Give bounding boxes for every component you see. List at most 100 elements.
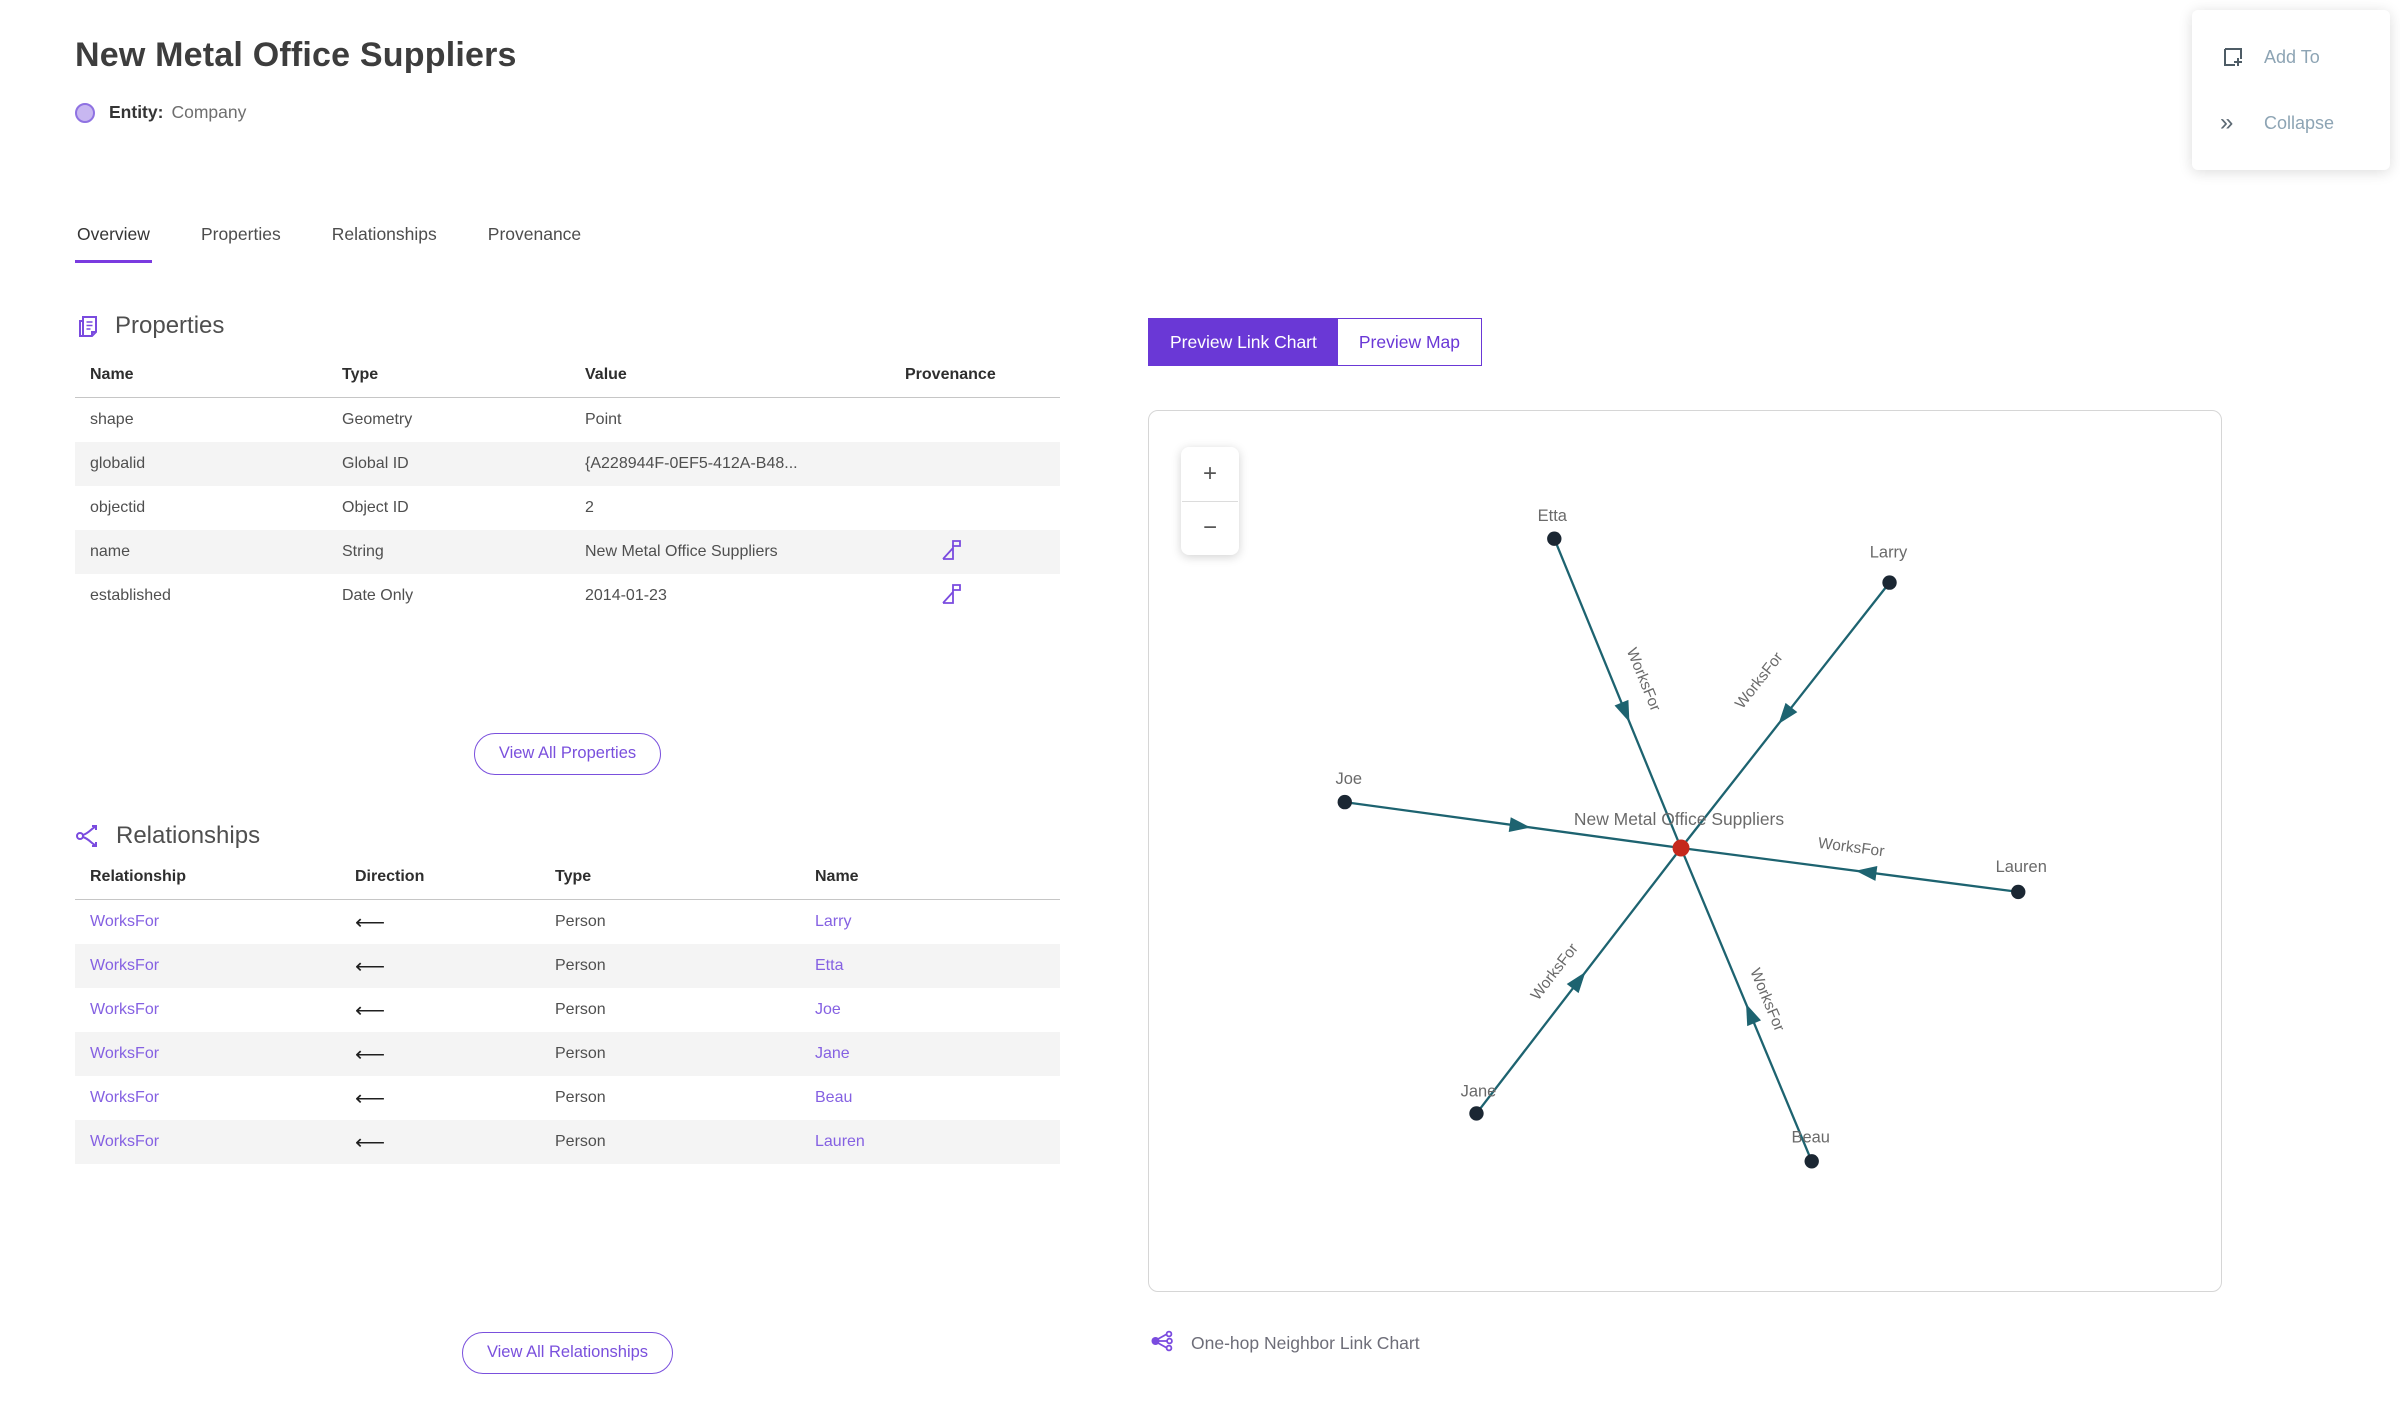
relationship-link[interactable]: WorksFor bbox=[90, 1001, 160, 1018]
view-all-relationships-button[interactable]: View All Relationships bbox=[461, 1332, 674, 1374]
add-to-label: Add To bbox=[2264, 46, 2320, 67]
relationship-type: Person bbox=[555, 1133, 606, 1150]
tab-overview[interactable]: Overview bbox=[75, 224, 152, 263]
graph-node-etta[interactable] bbox=[1547, 531, 1562, 546]
table-row: WorksFor ⟵ Person Etta bbox=[75, 944, 1060, 988]
edge-label: WorksFor bbox=[1732, 649, 1787, 712]
related-entity-link[interactable]: Etta bbox=[815, 957, 844, 974]
edge-arrowhead-icon bbox=[1508, 817, 1531, 833]
tab-properties[interactable]: Properties bbox=[200, 224, 281, 244]
graph-node-beau[interactable] bbox=[1804, 1154, 1819, 1169]
relationship-type: Person bbox=[555, 1001, 606, 1018]
property-type: Object ID bbox=[342, 499, 409, 516]
table-row: name String New Metal Office Suppliers bbox=[75, 530, 1060, 574]
zoom-in-button[interactable]: + bbox=[1181, 447, 1239, 501]
direction-arrow-icon: ⟵ bbox=[355, 1042, 386, 1066]
relationships-icon bbox=[75, 823, 103, 849]
graph-node-larry[interactable] bbox=[1882, 575, 1897, 590]
property-name: globalid bbox=[90, 455, 146, 472]
property-name: established bbox=[90, 587, 171, 604]
collapse-label: Collapse bbox=[2264, 112, 2335, 133]
property-type: Geometry bbox=[342, 411, 413, 428]
relationship-link[interactable]: WorksFor bbox=[90, 1045, 160, 1062]
page-title: New Metal Office Suppliers bbox=[75, 36, 517, 74]
graph-node-label: Etta bbox=[1538, 507, 1568, 525]
property-value: 2 bbox=[585, 499, 594, 516]
property-type: Date Only bbox=[342, 587, 414, 604]
add-to-button[interactable]: Add To bbox=[2192, 35, 2390, 79]
graph-edge[interactable] bbox=[1553, 538, 1683, 849]
graph-center-label: New Metal Office Suppliers bbox=[1574, 809, 1784, 829]
graph-node-label: Joe bbox=[1335, 770, 1362, 788]
graph-node-center[interactable] bbox=[1672, 839, 1690, 857]
table-row: objectid Object ID 2 bbox=[75, 486, 1060, 530]
properties-col-provenance: Provenance bbox=[890, 366, 1060, 398]
entity-type-value: Company bbox=[171, 102, 247, 122]
collapse-button[interactable]: » Collapse bbox=[2192, 101, 2390, 145]
property-value: 2014-01-23 bbox=[585, 587, 667, 604]
direction-arrow-icon: ⟵ bbox=[355, 954, 386, 978]
tab-bar: Overview Properties Relationships Proven… bbox=[75, 224, 583, 263]
edge-label: WorksFor bbox=[1528, 940, 1582, 1003]
related-entity-link[interactable]: Lauren bbox=[815, 1133, 865, 1150]
properties-table: Name Type Value Provenance shape Geometr… bbox=[75, 366, 1060, 618]
property-name: shape bbox=[90, 411, 134, 428]
properties-icon bbox=[75, 313, 102, 340]
property-type: Global ID bbox=[342, 455, 409, 472]
graph-edge[interactable] bbox=[1680, 846, 2019, 894]
relationship-link[interactable]: WorksFor bbox=[90, 913, 160, 930]
direction-arrow-icon: ⟵ bbox=[355, 1086, 386, 1110]
relationship-type: Person bbox=[555, 1045, 606, 1062]
relationship-type: Person bbox=[555, 913, 606, 930]
relationship-link[interactable]: WorksFor bbox=[90, 1089, 160, 1106]
relationships-table: Relationship Direction Type Name WorksFo… bbox=[75, 868, 1060, 1164]
related-entity-link[interactable]: Beau bbox=[815, 1089, 853, 1106]
preview-link-chart-button[interactable]: Preview Link Chart bbox=[1149, 319, 1338, 365]
tab-relationships[interactable]: Relationships bbox=[331, 224, 437, 244]
table-row: shape Geometry Point bbox=[75, 398, 1060, 443]
graph-node-jane[interactable] bbox=[1469, 1106, 1484, 1121]
edge-label: WorksFor bbox=[1817, 835, 1885, 860]
related-entity-link[interactable]: Larry bbox=[815, 913, 852, 930]
preview-map-button[interactable]: Preview Map bbox=[1337, 319, 1482, 365]
properties-col-name: Name bbox=[75, 366, 327, 398]
property-provenance bbox=[890, 486, 1060, 530]
chart-footer: One-hop Neighbor Link Chart bbox=[1150, 1330, 1420, 1357]
provenance-flag-icon[interactable] bbox=[940, 538, 962, 562]
zoom-out-button[interactable]: − bbox=[1181, 502, 1239, 556]
relationships-col-name: Name bbox=[800, 868, 1060, 900]
graph-node-label: Beau bbox=[1791, 1128, 1829, 1146]
related-entity-link[interactable]: Jane bbox=[815, 1045, 850, 1062]
relationship-link[interactable]: WorksFor bbox=[90, 957, 160, 974]
relationship-link[interactable]: WorksFor bbox=[90, 1133, 160, 1150]
table-row: WorksFor ⟵ Person Lauren bbox=[75, 1120, 1060, 1164]
direction-arrow-icon: ⟵ bbox=[355, 1130, 386, 1154]
graph-node-lauren[interactable] bbox=[2011, 884, 2026, 900]
preview-toggle: Preview Link Chart Preview Map bbox=[1148, 318, 1483, 366]
properties-section-header: Properties bbox=[75, 312, 224, 340]
table-row: WorksFor ⟵ Person Joe bbox=[75, 988, 1060, 1032]
provenance-flag-icon[interactable] bbox=[940, 582, 962, 606]
relationships-section-header: Relationships bbox=[75, 822, 260, 850]
property-type: String bbox=[342, 543, 384, 560]
relationships-col-relationship: Relationship bbox=[75, 868, 340, 900]
relationships-col-type: Type bbox=[540, 868, 800, 900]
property-provenance bbox=[890, 398, 1060, 443]
one-hop-link-chart-icon bbox=[1150, 1330, 1176, 1357]
property-value: Point bbox=[585, 411, 622, 428]
related-entity-link[interactable]: Joe bbox=[815, 1001, 841, 1018]
graph-node-joe[interactable] bbox=[1337, 794, 1352, 810]
edge-arrowhead-icon bbox=[1778, 702, 1798, 724]
property-value: New Metal Office Suppliers bbox=[585, 543, 778, 560]
view-all-properties-button[interactable]: View All Properties bbox=[473, 733, 662, 775]
edge-label: WorksFor bbox=[1623, 646, 1664, 714]
property-provenance bbox=[890, 574, 1060, 618]
property-provenance bbox=[890, 530, 1060, 574]
table-row: WorksFor ⟵ Person Beau bbox=[75, 1076, 1060, 1120]
tab-provenance[interactable]: Provenance bbox=[487, 224, 582, 244]
relationship-type: Person bbox=[555, 957, 606, 974]
table-row: WorksFor ⟵ Person Jane bbox=[75, 1032, 1060, 1076]
property-name: objectid bbox=[90, 499, 146, 516]
edge-arrowhead-icon bbox=[1566, 972, 1586, 994]
